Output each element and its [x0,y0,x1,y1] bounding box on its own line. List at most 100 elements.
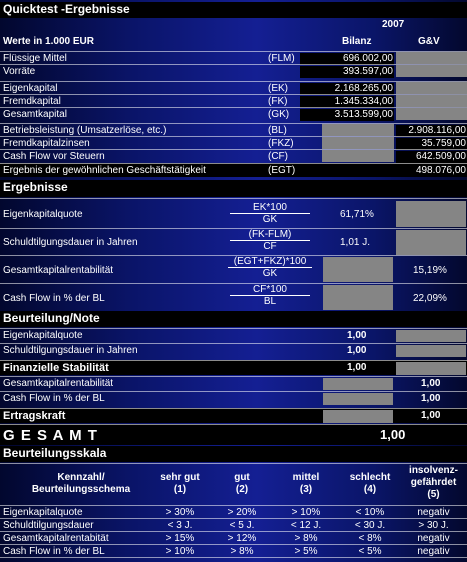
row-label: Eigenkapitalquote [3,507,83,518]
input-row-egt: Ergebnis der gewöhnlichen Geschäftstätig… [0,163,467,177]
input-row-ek: Eigenkapital (EK) 2.168.265,00 [0,81,467,95]
skala-cell: negativ [417,533,450,544]
row-label: Flüssige Mittel [3,53,67,64]
empty-cell [396,65,467,77]
skala-cell: < 10% [355,507,385,518]
header-line: insolvenz- [409,465,458,476]
row-label: Vorräte [3,66,36,77]
note-value: 1,00 [347,345,367,356]
result-row-cf: Cash Flow in % der BL CF*100 BL 22,09% [0,283,467,310]
empty-cell [396,108,467,120]
empty-cell [323,378,393,390]
header-line: (3) [299,484,313,495]
empty-cell [322,124,394,136]
row-label: Eigenkapital [3,83,58,94]
empty-cell [322,137,394,149]
section-title: Beurteilungsskala [3,446,107,460]
note-value: 1,00 [421,378,441,389]
ergebnisse-header: Ergebnisse [0,180,467,197]
year-label: 2007 [382,19,405,30]
header-line: gefährdet [410,477,457,488]
skala-cell: < 3 J. [167,520,193,531]
row-label: Eigenkapitalquote [3,209,83,220]
formula: EK*100 GK [230,202,310,225]
row-abbr: (GK) [268,109,290,120]
header-line: Beurteilungsschema [31,484,131,495]
column-header-row: Werte in 1.000 EUR Bilanz G&V [0,33,467,50]
note-value: 1,00 [347,362,367,373]
skala-header: Beurteilungsskala [0,446,467,462]
row-label: Cash Flow in % der BL [3,293,105,304]
value-cell[interactable]: 696.002,00 [300,53,394,65]
skala-cell: > 10% [165,546,195,557]
value-cell[interactable]: 3.513.599,00 [300,109,394,121]
skala-cell: < 8% [358,533,382,544]
skala-row: Schuldtilgungsdauer < 3 J. < 5 J. < 12 J… [0,518,467,531]
gesamt-value: 1,00 [380,427,406,442]
row-label: Fremdkapital [3,96,61,107]
value-cell[interactable]: 393.597,00 [300,66,394,78]
row-label: Ertragskraft [3,410,66,422]
result-row-gkr: Gesamtkapitalrentabilität (EGT+FKZ)*100 … [0,255,467,282]
row-label: Betriebsleistung (Umsatzerlöse, etc.) [3,125,167,136]
value-cell[interactable]: 35.759,00 [396,138,467,150]
row-label: Cash Flow in % der BL [3,546,105,557]
value-cell[interactable]: 642.509,00 [396,151,467,163]
gesamt-label: G E S A M T [3,427,98,444]
skala-cell: > 8% [294,533,318,544]
empty-cell [396,201,466,227]
skala-row: Cash Flow in % der BL > 10% > 8% > 5% < … [0,544,467,557]
formula-numerator: (FK-FLM) [230,229,310,241]
value-cell[interactable]: 2.168.265,00 [300,83,394,95]
formula-denominator: BL [263,296,277,307]
empty-cell [323,393,393,405]
skala-cell: > 10% [291,507,321,518]
skala-cell: > 20% [227,507,257,518]
note-value: 1,00 [421,410,441,421]
row-label: Ergebnis der gewöhnlichen Geschäftstätig… [3,165,206,176]
note-row-fin: Finanzielle Stabilität 1,00 [0,360,467,375]
formula-numerator: EK*100 [230,202,310,214]
header-line: Kennzahl/ [57,472,105,483]
skala-row: Eigenkapitalquote > 30% > 20% > 10% < 10… [0,505,467,518]
row-label: Eigenkapitalquote [3,330,83,341]
input-row-fk: Fremdkapital (FK) 1.345.334,00 [0,94,467,108]
skala-cell: > 30% [165,507,195,518]
col-header-gut: gut (2) [212,472,272,496]
title-bar: Quicktest -Ergebnisse [0,2,467,18]
skala-row: Gesamtkapitalrentabität > 15% > 12% > 8%… [0,531,467,544]
result-value: 22,09% [413,293,447,304]
header-line: (4) [363,484,377,495]
result-value: 1,01 J. [340,237,371,248]
input-row-bl: Betriebsleistung (Umsatzerlöse, etc.) (B… [0,123,467,137]
value-cell[interactable]: 2.908.116,00 [396,125,467,137]
row-label: Schuldtilgungsdauer in Jahren [3,345,138,356]
input-row-vorraete: Vorräte 393.597,00 [0,64,467,78]
row-abbr: (BL) [268,125,287,136]
col-header-sehr-gut: sehr gut (1) [150,472,210,496]
header-line: mittel [292,472,320,483]
units-label: Werte in 1.000 EUR [3,36,94,47]
value-cell[interactable]: 1.345.334,00 [300,96,394,108]
value-cell[interactable]: 498.076,00 [415,165,466,176]
note-row-gkr: Gesamtkapitalrentabilität 1,00 [0,376,467,390]
row-label: Finanzielle Stabilität [3,362,109,374]
row-abbr: (FLM) [268,53,295,64]
input-row-fkz: Fremdkapitalzinsen (FKZ) 35.759,00 [0,136,467,150]
note-row-std: Schuldtilgungsdauer in Jahren 1,00 [0,343,467,357]
skala-cell: > 30 J. [418,520,449,531]
note-row-ekq: Eigenkapitalquote 1,00 [0,328,467,342]
row-label: Schuldtilgungsdauer [3,520,94,531]
empty-cell [396,95,467,107]
empty-cell [396,52,467,64]
empty-cell [396,82,467,94]
note-row-ertragskraft: Ertragskraft 1,00 [0,408,467,423]
skala-cell: > 15% [165,533,195,544]
row-abbr: (FK) [268,96,288,107]
result-value: 15,19% [413,265,447,276]
section-title: Beurteilung/Note [3,311,100,325]
empty-cell [396,330,466,342]
formula-denominator: GK [262,268,278,279]
row-label: Schuldtilgungsdauer in Jahren [3,237,138,248]
empty-cell [323,257,393,282]
